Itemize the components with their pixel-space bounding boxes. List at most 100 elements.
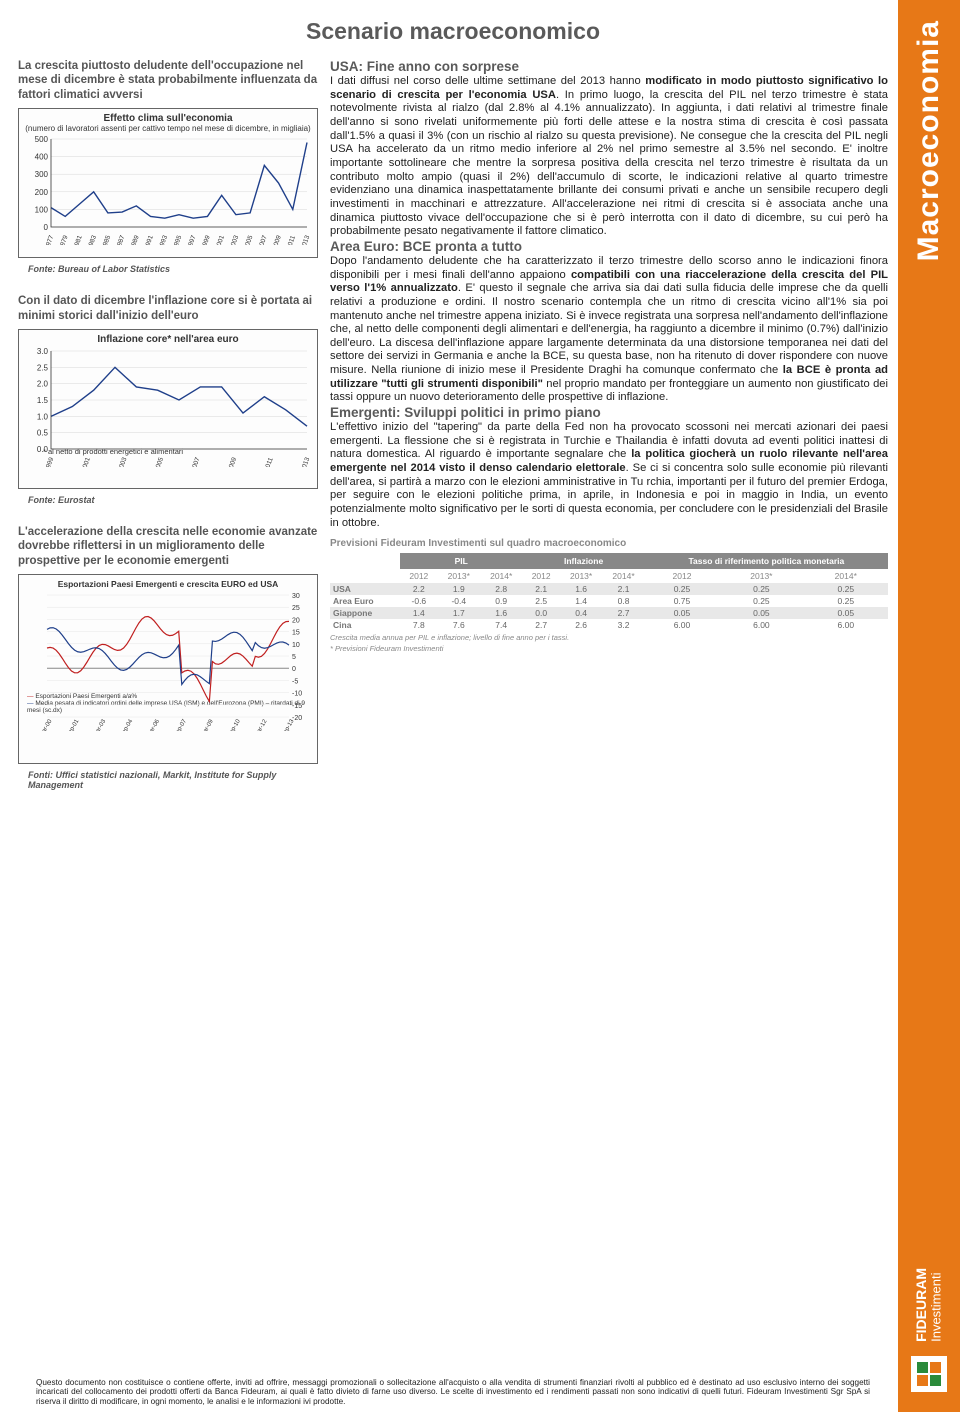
sidebar-category: Macroeconomia <box>912 20 946 261</box>
svg-text:10: 10 <box>292 642 300 649</box>
forecast-rowlabel: Giappone <box>330 607 400 619</box>
svg-text:200: 200 <box>35 188 49 197</box>
svg-text:-10: -10 <box>292 691 302 698</box>
forecast-note2: * Previsioni Fideuram Investimenti <box>330 644 888 653</box>
svg-text:0.5: 0.5 <box>37 429 49 438</box>
forecast-rowlabel: Area Euro <box>330 595 400 607</box>
svg-text:1987: 1987 <box>115 234 127 245</box>
forecast-year: 2012 <box>645 569 719 583</box>
svg-text:1993: 1993 <box>158 234 170 245</box>
svg-text:1983: 1983 <box>86 234 98 245</box>
svg-text:2005: 2005 <box>243 234 255 245</box>
svg-text:1.5: 1.5 <box>37 396 49 405</box>
forecast-year: 2012 <box>400 569 437 583</box>
forecast-group-pil: PIL <box>400 553 522 569</box>
chart3-source: Fonti: Uffici statistici nazionali, Mark… <box>28 770 318 790</box>
svg-text:Mar-09: Mar-09 <box>200 718 215 731</box>
chart1-title: Effetto clima sull'economia <box>23 113 313 124</box>
chart2: Inflazione core* nell'area euro 0.00.51.… <box>18 329 318 489</box>
svg-text:2011: 2011 <box>286 234 297 245</box>
chart1-svg: 0 100 200 300 400 500 197719791981198319851987… <box>23 135 313 245</box>
forecast-title: Previsioni Fideuram Investimenti sul qua… <box>330 538 888 549</box>
section1-head: USA: Fine anno con sorprese <box>330 59 888 74</box>
svg-text:2001: 2001 <box>80 456 92 467</box>
svg-text:2.0: 2.0 <box>37 380 49 389</box>
svg-text:2009: 2009 <box>227 456 239 467</box>
svg-text:1999: 1999 <box>200 234 212 245</box>
chart2-svg: 0.00.51.01.52.02.53.01999200120032005200… <box>23 347 313 467</box>
svg-text:2007: 2007 <box>257 234 269 245</box>
svg-text:500: 500 <box>35 135 49 144</box>
forecast-year: 2014* <box>804 569 888 583</box>
forecast-rowlabel: USA <box>330 583 400 595</box>
chart2-source: Fonte: Eurostat <box>28 495 318 505</box>
svg-text:2005: 2005 <box>154 456 166 467</box>
table-row: Area Euro-0.6-0.40.92.51.40.80.750.250.2… <box>330 595 888 607</box>
svg-text:2007: 2007 <box>190 456 202 467</box>
svg-text:-5: -5 <box>292 678 298 685</box>
forecast-note1: Crescita media annua per PIL e inflazion… <box>330 633 888 642</box>
svg-text:1979: 1979 <box>58 234 70 245</box>
svg-text:3.0: 3.0 <box>37 347 49 356</box>
page-title: Scenario macroeconomico <box>18 18 888 45</box>
svg-text:5: 5 <box>292 654 296 661</box>
svg-text:Mar-00: Mar-00 <box>39 718 54 731</box>
svg-text:2013: 2013 <box>300 456 312 467</box>
forecast-group-infl: Inflazione <box>522 553 644 569</box>
chart2-title: Inflazione core* nell'area euro <box>23 334 313 345</box>
fideuram-logo-icon <box>911 1356 947 1392</box>
svg-text:1991: 1991 <box>143 234 155 245</box>
svg-text:400: 400 <box>35 153 49 162</box>
chart3-svg: -20-15-10-5051015202530Mar-00Sep-01Mar-0… <box>23 591 313 731</box>
svg-text:0: 0 <box>292 666 296 673</box>
svg-text:Sep-10: Sep-10 <box>227 718 242 731</box>
section2-body: Dopo l'andamento deludente che ha caratt… <box>330 255 888 405</box>
svg-text:1999: 1999 <box>44 456 56 467</box>
table-row: Giappone1.41.71.60.00.42.70.050.050.05 <box>330 607 888 619</box>
svg-text:Mar-03: Mar-03 <box>93 718 108 731</box>
svg-text:30: 30 <box>292 593 300 600</box>
svg-text:1995: 1995 <box>172 234 184 245</box>
disclaimer: Questo documento non costituisce o conti… <box>18 1374 888 1412</box>
sidebar-brand: FIDEURAMInvestimenti <box>914 1268 945 1342</box>
chart2-caption: Con il dato di dicembre l'inflazione cor… <box>18 294 318 323</box>
svg-text:Sep-04: Sep-04 <box>119 718 134 731</box>
sidebar: Macroeconomia FIDEURAMInvestimenti <box>898 0 960 1412</box>
svg-text:20: 20 <box>292 617 300 624</box>
forecast-rowlabel: Cina <box>330 619 400 631</box>
svg-text:1985: 1985 <box>101 234 113 245</box>
svg-text:0: 0 <box>44 223 49 232</box>
forecast-table: PIL Inflazione Tasso di riferimento poli… <box>330 553 888 631</box>
svg-text:25: 25 <box>292 605 300 612</box>
forecast-year: 2013* <box>560 569 602 583</box>
svg-text:2009: 2009 <box>271 234 283 245</box>
svg-text:300: 300 <box>35 170 49 179</box>
chart3-caption: L'accelerazione della crescita nelle eco… <box>18 525 318 568</box>
svg-text:Mar-12: Mar-12 <box>254 718 269 731</box>
forecast-year: 2013* <box>719 569 803 583</box>
chart1: Effetto clima sull'economia (numero di l… <box>18 108 318 258</box>
svg-text:-15: -15 <box>292 703 302 710</box>
svg-text:1989: 1989 <box>129 234 141 245</box>
forecast-year: 2014* <box>602 569 644 583</box>
svg-text:2003: 2003 <box>229 234 241 245</box>
section3-body: L'effettivo inizio del "tapering" da par… <box>330 421 888 530</box>
section1-body: I dati diffusi nel corso delle ultime se… <box>330 75 888 239</box>
forecast-year: 2013* <box>438 569 480 583</box>
svg-text:2003: 2003 <box>117 456 129 467</box>
svg-text:Sep-01: Sep-01 <box>66 718 81 731</box>
table-row: USA2.21.92.82.11.62.10.250.250.25 <box>330 583 888 595</box>
table-row: Cina7.87.67.42.72.63.26.006.006.00 <box>330 619 888 631</box>
svg-text:15: 15 <box>292 630 300 637</box>
svg-text:1977: 1977 <box>44 234 56 245</box>
forecast-year: 2012 <box>522 569 559 583</box>
section2-head: Area Euro: BCE pronta a tutto <box>330 239 888 254</box>
svg-text:1.0: 1.0 <box>37 412 49 421</box>
forecast-group-tasso: Tasso di riferimento politica monetaria <box>645 553 888 569</box>
forecast-year: 2014* <box>480 569 522 583</box>
svg-text:1981: 1981 <box>72 234 84 245</box>
svg-text:2001: 2001 <box>214 234 226 245</box>
svg-text:100: 100 <box>35 206 49 215</box>
chart1-caption: La crescita piuttosto deludente dell'occ… <box>18 59 318 102</box>
left-column: La crescita piuttosto deludente dell'occ… <box>18 59 318 1374</box>
